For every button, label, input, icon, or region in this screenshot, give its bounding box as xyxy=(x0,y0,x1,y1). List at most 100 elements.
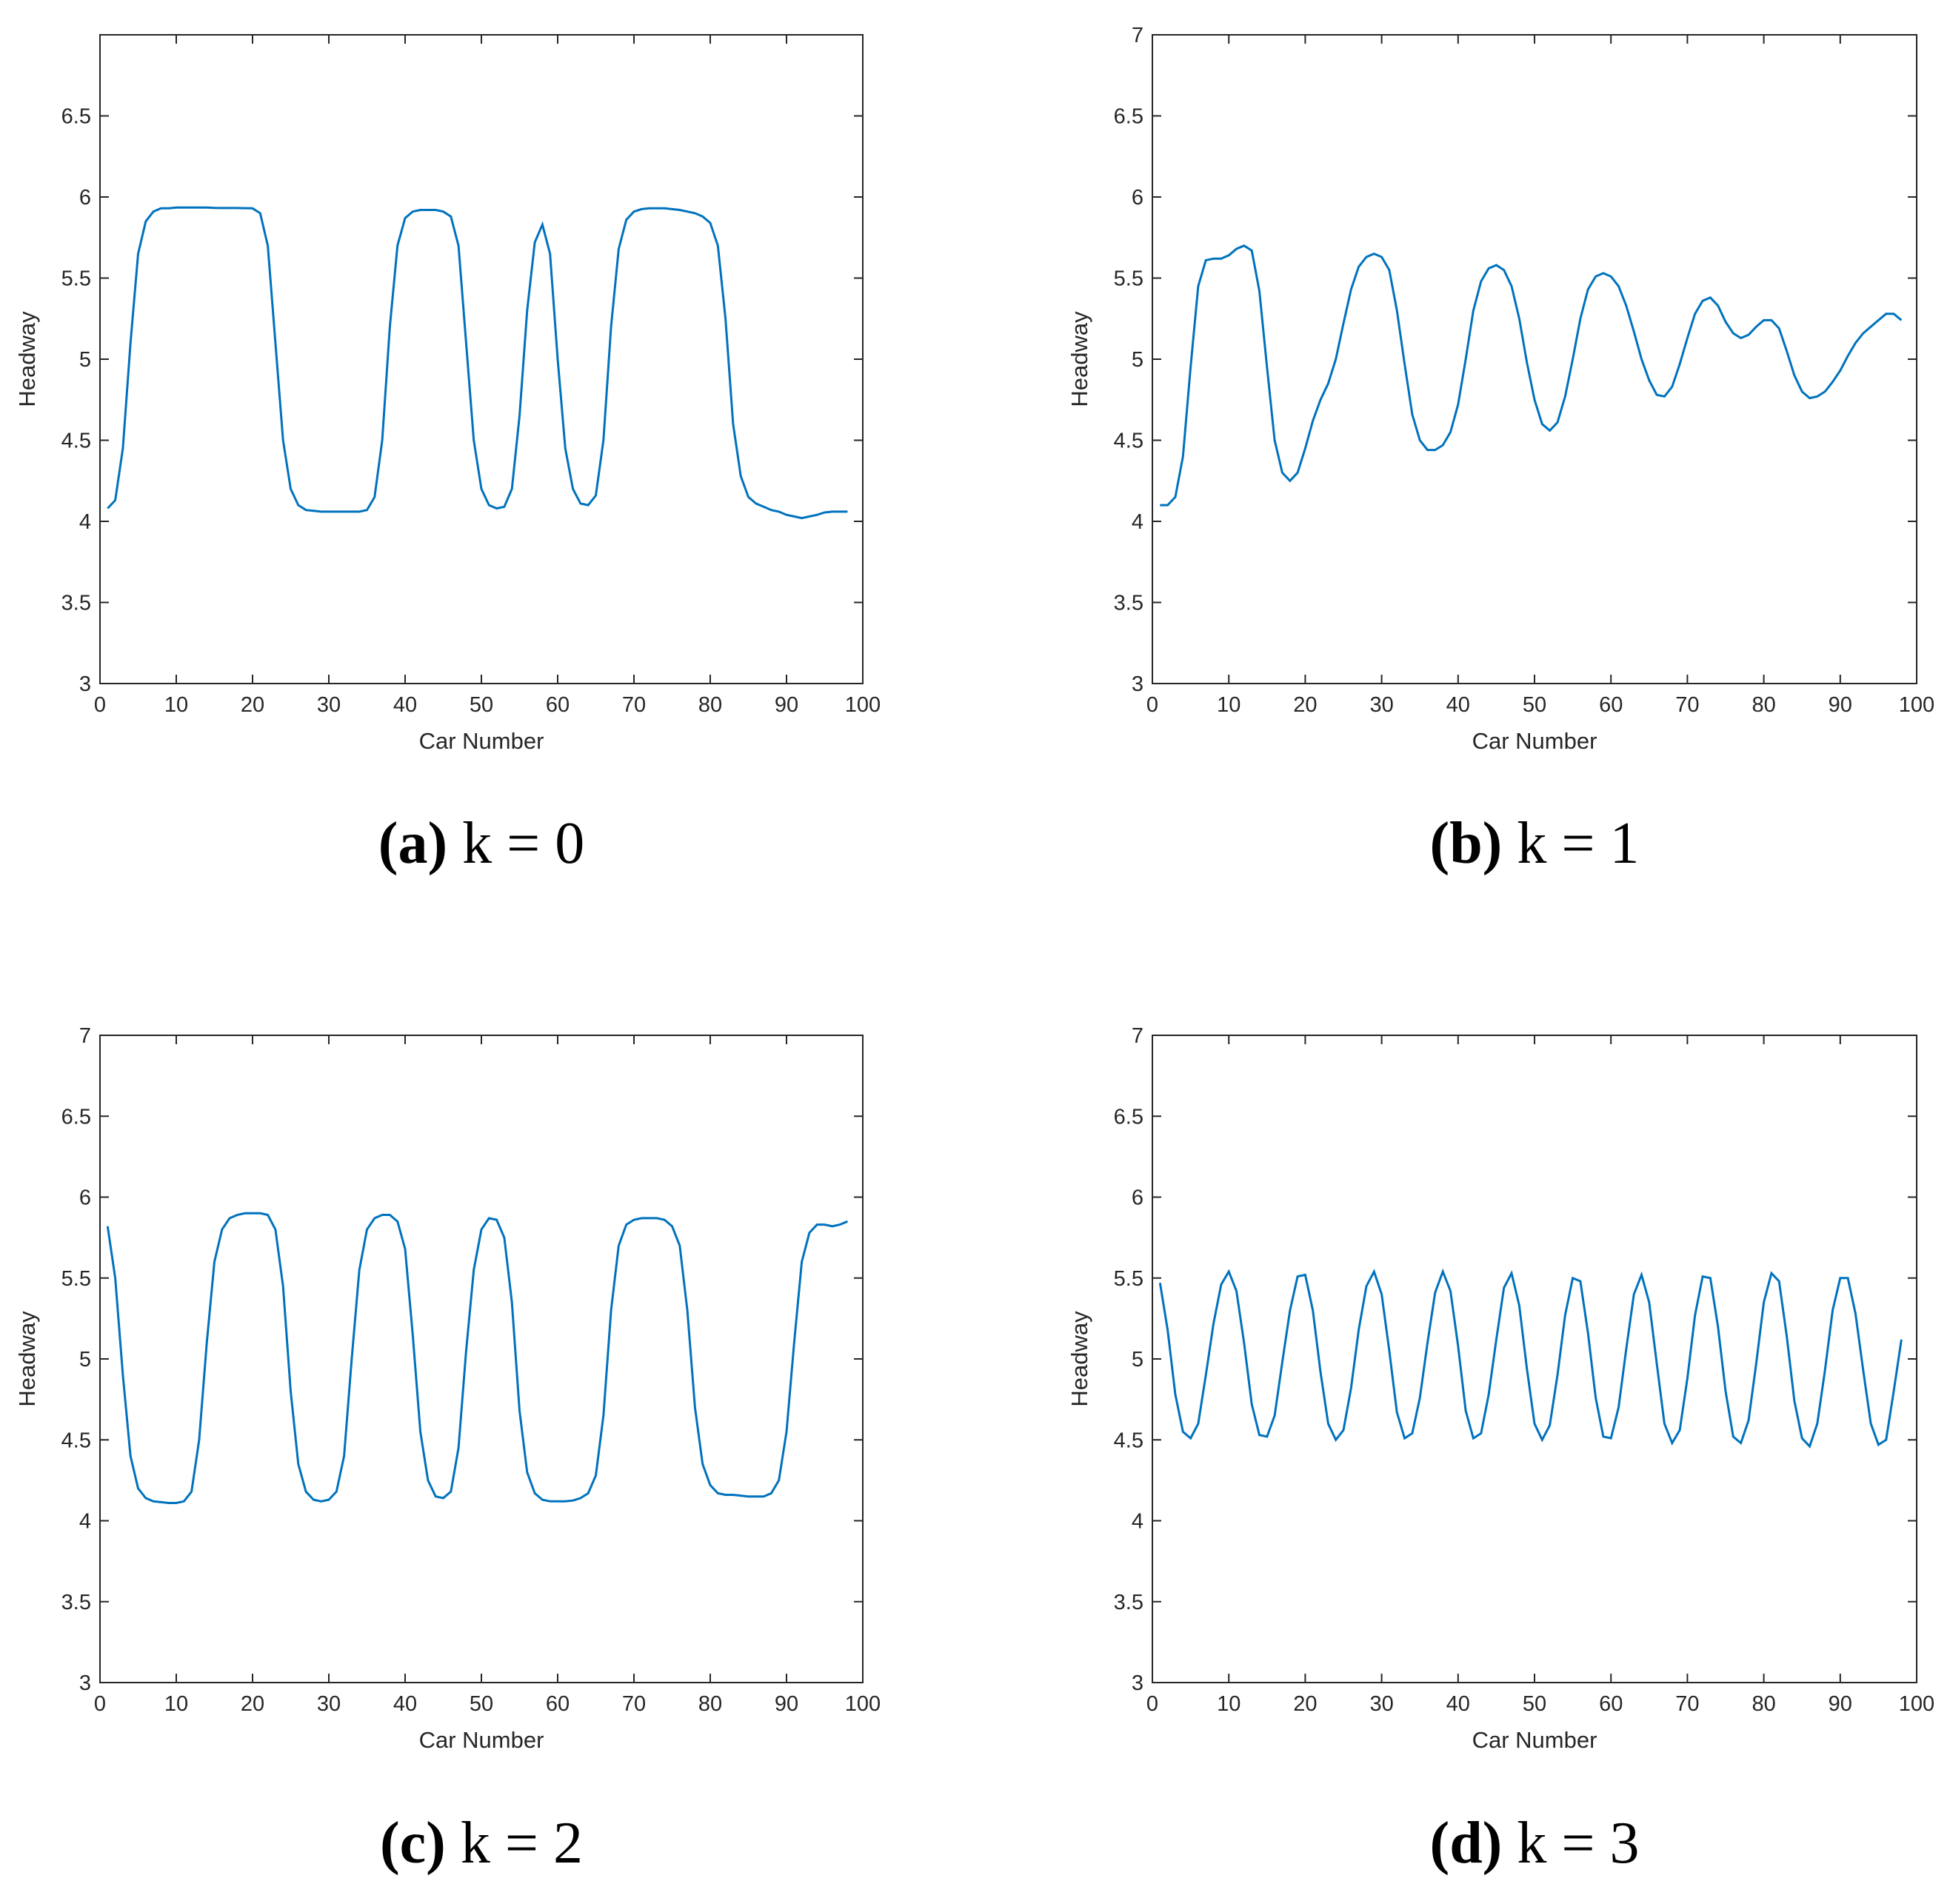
x-tick-label: 30 xyxy=(1369,1692,1393,1716)
x-tick-label: 20 xyxy=(241,693,264,717)
y-tick-label: 3 xyxy=(1132,672,1143,696)
y-tick-label: 4 xyxy=(1132,1510,1143,1534)
x-tick-label: 0 xyxy=(1146,1692,1158,1716)
y-axis-title: Headway xyxy=(14,311,40,407)
y-tick-label: 6 xyxy=(1132,186,1143,210)
y-tick-label: 5 xyxy=(1132,1348,1143,1372)
x-tick-label: 90 xyxy=(775,693,798,717)
x-tick-label: 60 xyxy=(1599,693,1623,717)
data-line xyxy=(1158,1268,1903,1449)
y-tick-label: 7 xyxy=(1132,1024,1143,1048)
x-tick-label: 100 xyxy=(1899,1692,1934,1716)
y-tick-label: 6 xyxy=(79,1186,91,1210)
x-tick-label: 50 xyxy=(1523,1692,1546,1716)
y-tick-label: 4 xyxy=(1132,510,1143,534)
x-tick-label: 10 xyxy=(164,1692,188,1716)
x-tick-label: 40 xyxy=(393,693,417,717)
x-tick-label: 100 xyxy=(845,693,881,717)
y-tick-label: 6 xyxy=(79,186,91,210)
panel-label: (d) xyxy=(1430,1811,1503,1876)
y-tick-label: 7 xyxy=(1132,24,1143,47)
y-tick-label: 3 xyxy=(79,1671,91,1695)
x-tick-label: 40 xyxy=(1446,693,1470,717)
y-tick-label: 4.5 xyxy=(1114,430,1143,453)
x-tick-label: 70 xyxy=(1675,1692,1699,1716)
panel-caption: (a) k = 0 xyxy=(378,811,584,876)
y-tick-label: 4 xyxy=(79,510,91,534)
plot-frame xyxy=(99,1035,864,1683)
x-tick-label: 0 xyxy=(94,1692,106,1716)
data-line xyxy=(107,206,848,520)
x-axis-title: Car Number xyxy=(1472,1727,1597,1753)
plot-frame xyxy=(1152,1035,1917,1683)
x-tick-label: 100 xyxy=(1899,693,1934,717)
x-tick-label: 60 xyxy=(546,1692,570,1716)
x-tick-label: 0 xyxy=(94,693,106,717)
y-axis-title: Headway xyxy=(1066,1311,1092,1407)
x-axis-title: Car Number xyxy=(419,1727,544,1753)
x-axis-title: Car Number xyxy=(1472,728,1597,754)
x-tick-label: 90 xyxy=(1829,1692,1852,1716)
y-tick-label: 4.5 xyxy=(61,430,91,453)
panel-caption-text: k = 1 xyxy=(1517,811,1639,876)
x-tick-label: 20 xyxy=(1293,693,1317,717)
y-tick-label: 6.5 xyxy=(1114,1105,1143,1129)
x-tick-label: 60 xyxy=(546,693,570,717)
data-line xyxy=(106,1212,848,1504)
y-tick-label: 5 xyxy=(79,1348,91,1372)
plot-frame xyxy=(99,34,864,684)
x-tick-label: 60 xyxy=(1599,1692,1623,1716)
x-tick-label: 70 xyxy=(622,1692,646,1716)
x-tick-label: 80 xyxy=(698,1692,722,1716)
panel-caption-text: k = 0 xyxy=(462,811,584,876)
panel-caption: (d) k = 3 xyxy=(1430,1811,1640,1876)
y-tick-label: 3.5 xyxy=(1114,1591,1143,1614)
y-tick-label: 7 xyxy=(79,1024,91,1048)
x-tick-label: 50 xyxy=(470,693,493,717)
x-tick-label: 20 xyxy=(1293,1692,1317,1716)
y-tick-label: 4.5 xyxy=(1114,1429,1143,1452)
y-tick-label: 6.5 xyxy=(1114,105,1143,129)
x-tick-label: 10 xyxy=(1217,1692,1241,1716)
y-tick-label: 3.5 xyxy=(61,1591,91,1614)
y-tick-label: 4.5 xyxy=(61,1429,91,1452)
data-line xyxy=(1160,244,1903,507)
panel-label: (a) xyxy=(378,811,447,876)
y-axis-title: Headway xyxy=(1066,311,1092,407)
panel-label: (c) xyxy=(380,1811,446,1876)
x-tick-label: 20 xyxy=(241,1692,264,1716)
x-tick-label: 30 xyxy=(317,693,341,717)
y-tick-label: 6.5 xyxy=(61,1105,91,1129)
x-tick-label: 10 xyxy=(164,693,188,717)
panel-caption-text: k = 3 xyxy=(1517,1811,1639,1876)
x-tick-label: 0 xyxy=(1146,693,1158,717)
x-tick-label: 80 xyxy=(698,693,722,717)
y-tick-label: 5.5 xyxy=(1114,267,1143,291)
y-axis-title: Headway xyxy=(14,1311,40,1407)
x-tick-label: 90 xyxy=(775,1692,798,1716)
x-tick-label: 70 xyxy=(1675,693,1699,717)
panel-caption: (b) k = 1 xyxy=(1430,811,1640,876)
x-tick-label: 50 xyxy=(1523,693,1546,717)
y-tick-label: 6.5 xyxy=(61,105,91,129)
x-tick-label: 100 xyxy=(845,1692,881,1716)
y-tick-label: 5.5 xyxy=(61,1267,91,1291)
y-tick-label: 5.5 xyxy=(61,267,91,291)
y-tick-label: 5 xyxy=(79,348,91,372)
x-tick-label: 40 xyxy=(393,1692,417,1716)
y-tick-label: 5.5 xyxy=(1114,1267,1143,1291)
x-tick-label: 90 xyxy=(1829,693,1852,717)
y-tick-label: 3.5 xyxy=(61,592,91,615)
x-tick-label: 10 xyxy=(1217,693,1241,717)
y-tick-label: 4 xyxy=(79,1510,91,1534)
x-axis-title: Car Number xyxy=(419,728,544,754)
x-tick-label: 40 xyxy=(1446,1692,1470,1716)
x-tick-label: 30 xyxy=(317,1692,341,1716)
y-tick-label: 3 xyxy=(1132,1671,1143,1695)
y-tick-label: 6 xyxy=(1132,1186,1143,1210)
y-tick-label: 3.5 xyxy=(1114,592,1143,615)
panel-label: (b) xyxy=(1430,811,1503,876)
x-tick-label: 50 xyxy=(470,1692,493,1716)
